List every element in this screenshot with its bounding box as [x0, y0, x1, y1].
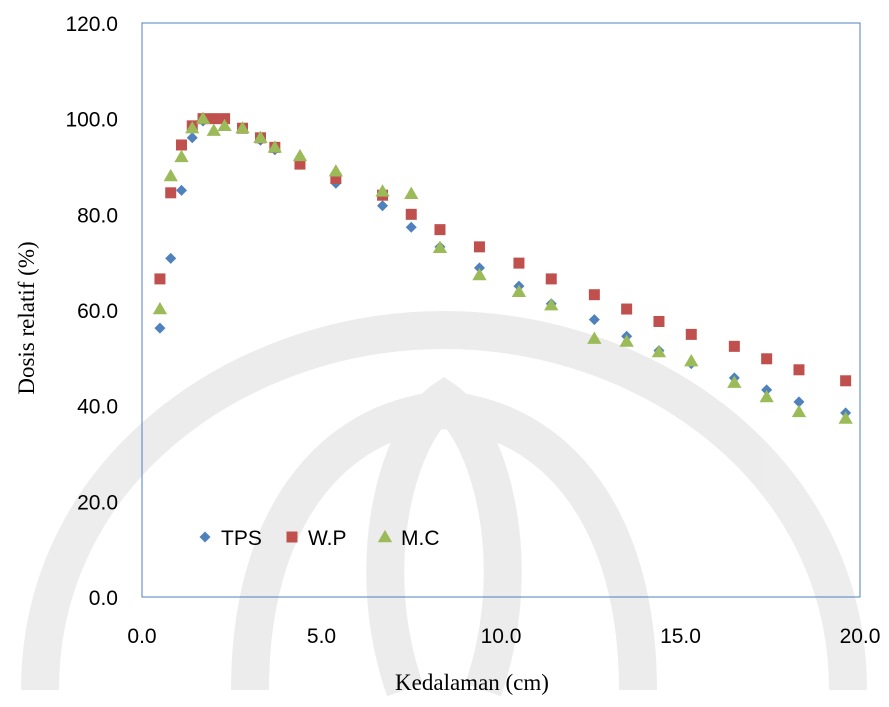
- data-point: [759, 389, 774, 403]
- data-point: [791, 404, 807, 418]
- data-point: [186, 132, 198, 144]
- y-tick-label: 40.0: [77, 396, 118, 419]
- data-point: [793, 396, 805, 408]
- data-point: [377, 200, 389, 212]
- data-point: [174, 149, 189, 163]
- data-point: [405, 208, 417, 220]
- y-tick-label: 80.0: [77, 204, 118, 227]
- data-point: [292, 148, 308, 162]
- watermark-seal-icon: [21, 310, 867, 697]
- legend-marker: [286, 531, 298, 543]
- data-point: [432, 240, 448, 254]
- data-point: [165, 187, 177, 199]
- data-point: [472, 267, 487, 281]
- data-point: [587, 331, 602, 344]
- x-axis: 0.0 5.0 10.0 15.0 20.0: [127, 625, 880, 648]
- legend: TPS W.P M.C: [199, 527, 440, 550]
- legend-label: M.C: [401, 527, 440, 550]
- y-axis-title: Dosis relatif (%): [14, 241, 39, 394]
- y-axis: 0.0 20.0 40.0 60.0 80.0 100.0 120.0: [65, 13, 118, 610]
- data-point: [217, 118, 232, 132]
- data-point: [154, 322, 166, 334]
- data-point: [328, 164, 344, 177]
- data-points: [152, 111, 853, 424]
- data-point: [163, 168, 178, 182]
- legend-marker: [199, 531, 211, 543]
- data-point: [684, 354, 699, 367]
- data-point: [195, 111, 211, 124]
- y-tick-label: 20.0: [77, 491, 118, 514]
- y-tick-label: 60.0: [77, 300, 118, 323]
- legend-label: TPS: [221, 527, 262, 550]
- plot-area: [141, 22, 861, 598]
- data-point: [619, 334, 634, 347]
- series-m-c: [152, 111, 853, 424]
- data-point: [545, 273, 557, 285]
- data-point: [185, 121, 200, 134]
- data-point: [511, 284, 527, 298]
- y-tick-label: 100.0: [65, 109, 118, 132]
- data-point: [294, 158, 306, 170]
- data-point: [154, 273, 166, 285]
- legend-label: W.P: [308, 527, 347, 550]
- y-tick-label: 0.0: [89, 587, 118, 610]
- data-point: [330, 172, 342, 184]
- data-point: [544, 298, 559, 311]
- data-point: [219, 113, 231, 125]
- data-point: [588, 314, 600, 326]
- data-point: [175, 139, 187, 151]
- data-point: [728, 340, 740, 352]
- data-point: [793, 364, 805, 376]
- data-point: [235, 121, 250, 134]
- data-point: [152, 301, 168, 315]
- data-point: [651, 344, 667, 358]
- data-point: [267, 140, 282, 153]
- data-point: [165, 252, 177, 264]
- x-tick-label: 20.0: [840, 625, 881, 648]
- data-point: [685, 328, 697, 340]
- data-point: [405, 221, 417, 233]
- data-point: [375, 184, 390, 197]
- data-point: [175, 184, 187, 196]
- data-point: [253, 130, 268, 143]
- data-point: [838, 411, 853, 424]
- legend-marker: [377, 529, 393, 543]
- x-axis-title: Kedalaman (cm): [395, 670, 549, 695]
- data-point: [761, 353, 773, 365]
- data-point: [727, 375, 742, 388]
- data-point: [621, 303, 633, 315]
- y-tick-label: 120.0: [65, 13, 118, 36]
- data-point: [208, 113, 220, 125]
- data-point: [206, 123, 221, 136]
- data-point: [513, 257, 525, 269]
- data-point: [473, 241, 485, 253]
- data-point: [404, 186, 419, 199]
- data-point: [761, 384, 773, 396]
- x-tick-label: 10.0: [481, 625, 522, 648]
- data-point: [588, 289, 600, 301]
- data-point: [653, 315, 665, 327]
- data-point: [473, 262, 485, 274]
- x-tick-label: 15.0: [660, 625, 701, 648]
- x-tick-label: 5.0: [307, 625, 336, 648]
- data-point: [840, 375, 852, 387]
- x-tick-label: 0.0: [127, 625, 156, 648]
- data-point: [434, 224, 446, 236]
